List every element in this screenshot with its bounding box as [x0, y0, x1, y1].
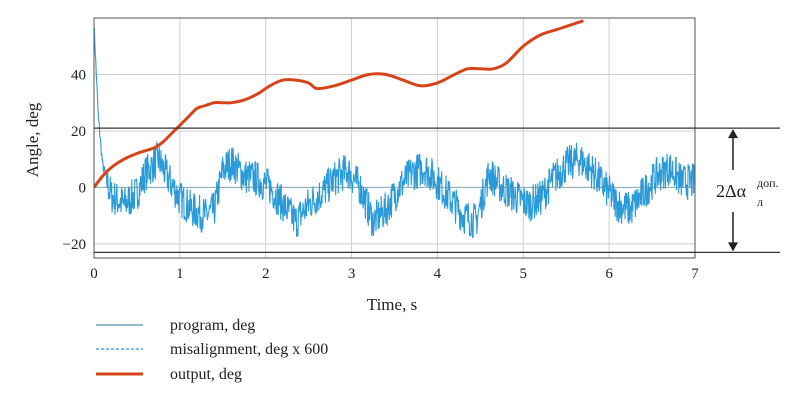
- x-tick-label-1: 1: [176, 266, 184, 282]
- x-tick-label-5: 5: [520, 266, 528, 282]
- y-tick-label-2: 20: [71, 124, 86, 140]
- legend-label-0: program, deg: [170, 317, 255, 334]
- y-tick-label-1: 0: [79, 180, 87, 196]
- plot-area-border: [93, 17, 696, 259]
- y-tick-label-0: −20: [63, 237, 86, 253]
- x-tick-label-3: 3: [348, 266, 356, 282]
- chart-frame: [93, 17, 696, 259]
- x-tick-label-7: 7: [691, 266, 699, 282]
- chart-series-layer: [94, 19, 695, 239]
- y-tick-label-3: 40: [71, 67, 86, 83]
- legend-label-2: output, deg: [170, 366, 242, 383]
- chart-legend: program, deg misalignment, deg x 600 outpu…: [96, 317, 328, 383]
- legend-label-1: misalignment, deg x 600: [170, 341, 328, 358]
- series-output-line: [94, 19, 584, 189]
- range-arrow-up-head: [728, 129, 738, 139]
- x-axis-label: Time, s: [367, 295, 417, 314]
- range-annotation-subscript: л: [757, 195, 763, 209]
- y-axis-label: Angle, deg: [23, 102, 42, 177]
- chart-annotation: 2Δα доп. л: [94, 127, 780, 253]
- range-annotation-label: 2Δα: [716, 181, 747, 201]
- range-arrow-down-head: [728, 242, 738, 252]
- chart-grid: [93, 18, 696, 258]
- x-tick-label-2: 2: [262, 266, 270, 282]
- x-tick-label-4: 4: [434, 266, 442, 282]
- range-annotation-superscript: доп.: [757, 176, 779, 190]
- x-tick-label-0: 0: [90, 266, 98, 282]
- series-misalignment-line: [94, 28, 695, 239]
- x-tick-label-6: 6: [605, 266, 613, 282]
